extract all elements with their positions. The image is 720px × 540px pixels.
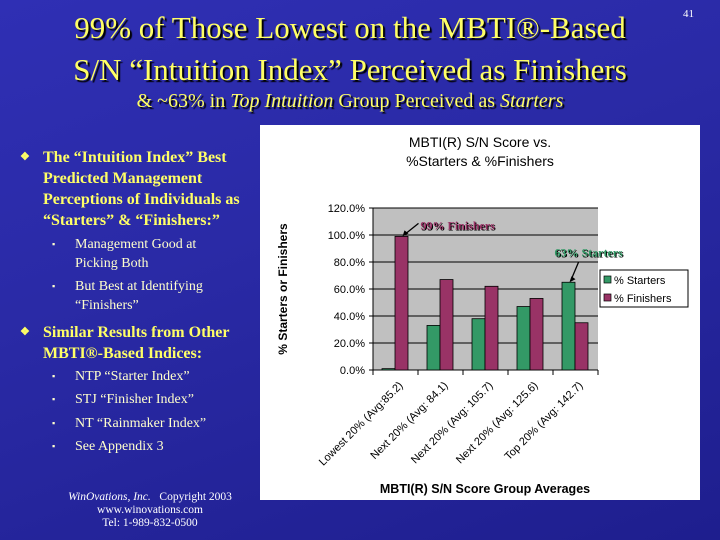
bar-finishers: [574, 322, 589, 371]
y-tick-label: 100.0%: [328, 230, 366, 242]
arrow-head-icon: [569, 276, 576, 283]
y-tick-label: 20.0%: [334, 338, 365, 350]
footer-copyright: Copyright 2003: [159, 491, 232, 503]
slide-title-line2: S/N “Intuition Index” Perceived as Finis…: [73, 52, 627, 87]
annotation-label: 99% Finishers: [421, 218, 496, 232]
subtitle-emph: Starters: [500, 90, 564, 112]
slide-subtitle: & ~63% in Top Intuition Group Perceived …: [0, 90, 710, 113]
sub-bullet-text: STJ “Finisher Index”: [75, 392, 194, 407]
square-bullet-icon: ▪: [52, 418, 56, 428]
bullet-text: The “Intuition Index” Best Predicted Man…: [43, 149, 240, 229]
legend-label: % Finishers: [614, 293, 672, 305]
footer: WinOvations, Inc. Copyright 2003 www.win…: [45, 491, 255, 530]
page-number: 41: [683, 8, 694, 20]
square-bullet-icon: ▪: [52, 394, 56, 404]
bar-starters: [516, 306, 531, 371]
sub-bullet-text: See Appendix 3: [75, 439, 164, 454]
bar-starters: [381, 368, 396, 371]
arrow-head-icon: [402, 230, 409, 237]
diamond-bullet-icon: ❖: [20, 151, 30, 163]
subtitle-text: Group Perceived as: [333, 90, 501, 112]
annotation-label: 63% Starters: [555, 245, 624, 259]
sub-bullet-text: But Best at Identifying “Finishers”: [75, 279, 203, 313]
square-bullet-icon: ▪: [52, 441, 56, 451]
sub-bullet-text: Management Good at Picking Both: [75, 237, 197, 271]
legend-swatch: [603, 275, 612, 284]
footer-tel: Tel: 1-989-832-0500: [102, 517, 198, 529]
diamond-bullet-icon: ❖: [20, 326, 30, 338]
square-bullet-icon: ▪: [52, 281, 56, 291]
legend-swatch: [603, 293, 612, 302]
bar-finishers: [439, 279, 454, 371]
square-bullet-icon: ▪: [52, 239, 56, 249]
slide-title-line1: 99% of Those Lowest on the MBTI®-Based: [74, 10, 626, 45]
y-tick-label: 120.0%: [328, 203, 366, 215]
chart-title-line2: %Starters & %Finishers: [406, 153, 554, 169]
x-axis-label: MBTI(R) S/N Score Group Averages: [380, 482, 590, 496]
bar-starters: [426, 325, 441, 371]
x-tick-label: Next 20% (Avg: 125.6): [454, 380, 541, 467]
y-tick-label: 0.0%: [340, 365, 365, 377]
bullet-text: Similar Results from Other MBTI®-Based I…: [43, 324, 230, 362]
bar-starters: [561, 281, 576, 371]
y-tick-label: 80.0%: [334, 257, 365, 269]
x-tick-label: Next 20% (Avg: 105.7): [409, 380, 496, 467]
legend: [599, 269, 689, 308]
bar-finishers: [529, 298, 544, 371]
footer-company: WinOvations, Inc.: [68, 491, 151, 503]
x-tick-label: Lowest 20% (Avg:85.2): [317, 380, 406, 469]
bar-finishers: [484, 285, 499, 371]
x-tick-label: Next 20% (Avg: 84.1): [368, 380, 450, 462]
bar-finishers: [394, 235, 409, 371]
y-tick-label: 40.0%: [334, 311, 365, 323]
square-bullet-icon: ▪: [52, 371, 56, 381]
x-tick-label: Top 20% (Avg: 142.7): [502, 380, 585, 463]
sub-bullet-text: NT “Rainmaker Index”: [75, 416, 207, 431]
y-axis-label: % Starters or Finishers: [276, 223, 290, 355]
bar-starters: [471, 318, 486, 371]
bar-chart: MBTI(R) S/N Score vs. %Starters & %Finis…: [260, 125, 700, 500]
chart-title-line1: MBTI(R) S/N Score vs.: [409, 134, 551, 150]
sub-bullet-text: NTP “Starter Index”: [75, 369, 190, 384]
subtitle-text: & ~63% in: [136, 90, 231, 112]
chart-svg: MBTI(R) S/N Score vs. %Starters & %Finis…: [276, 134, 689, 496]
y-tick-label: 60.0%: [334, 284, 365, 296]
subtitle-emph: Top Intuition: [230, 90, 334, 112]
footer-url: www.winovations.com: [97, 504, 203, 516]
legend-label: % Starters: [614, 275, 666, 287]
